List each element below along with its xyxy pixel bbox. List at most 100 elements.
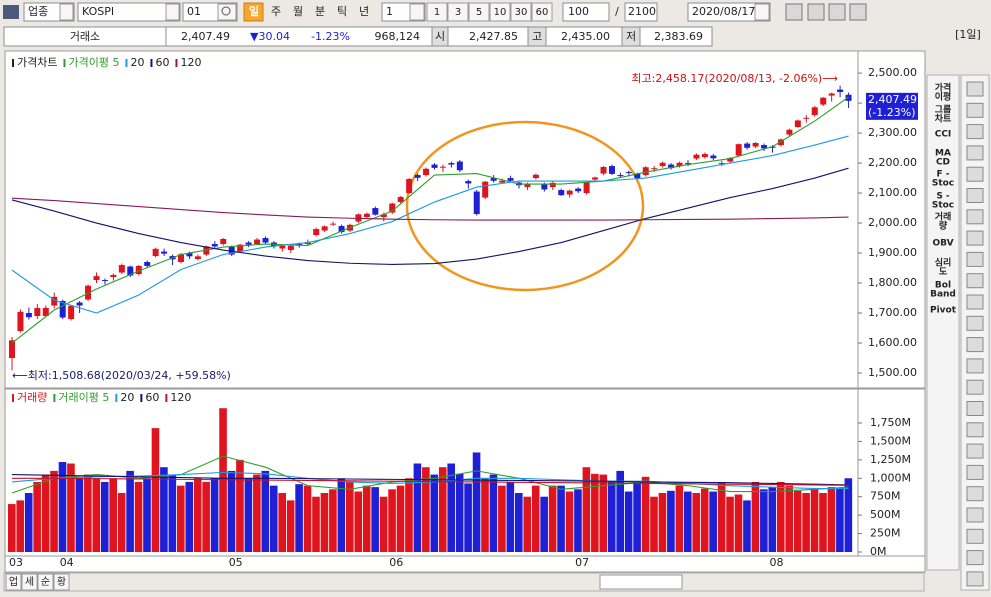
date-select[interactable] <box>687 2 771 22</box>
search-button[interactable] <box>217 3 237 21</box>
indicator-button[interactable]: Pivot <box>930 306 957 316</box>
code-name-select[interactable] <box>77 2 181 22</box>
drawing-tool-icon[interactable] <box>966 102 984 118</box>
dropdown[interactable] <box>754 3 770 21</box>
indicator-button[interactable]: CCI <box>935 130 952 140</box>
period-button[interactable]: 일 <box>249 4 259 18</box>
unit-button[interactable] <box>531 2 553 22</box>
tool-icon[interactable] <box>785 3 803 21</box>
low-label: 저 <box>626 30 636 43</box>
indicator-button[interactable]: 차트 <box>935 113 952 125</box>
legend-label: 120 <box>170 391 191 404</box>
unit-button[interactable] <box>510 2 532 22</box>
tab[interactable] <box>53 573 70 591</box>
candle-body <box>245 242 252 245</box>
volume-bar <box>143 478 151 552</box>
drawing-tool-icon[interactable] <box>966 464 984 480</box>
indicator-button[interactable]: 이평 <box>935 91 952 103</box>
candle-body <box>541 184 548 190</box>
drawing-tool-icon[interactable] <box>966 486 984 502</box>
volume-bar <box>768 487 777 552</box>
dropdown[interactable] <box>409 3 425 21</box>
drawing-tool-icon[interactable] <box>966 358 984 374</box>
drawing-tool-icon[interactable] <box>966 145 984 161</box>
period-button[interactable]: 분 <box>315 5 325 18</box>
indicator-button[interactable]: Stoc <box>932 179 954 189</box>
drawing-tool-icon[interactable] <box>966 507 984 523</box>
candle-body <box>211 244 218 247</box>
drawing-tool-icon[interactable] <box>966 209 984 225</box>
volume-bar <box>760 489 768 552</box>
indicator-button[interactable]: S - <box>936 192 950 202</box>
tool-icon[interactable] <box>849 3 867 21</box>
indicator-button[interactable]: CD <box>936 158 950 168</box>
indicator-button[interactable]: F - <box>936 170 949 180</box>
indicator-button[interactable]: 량 <box>939 220 948 232</box>
volume-bar <box>836 488 844 552</box>
candle-body <box>380 214 387 218</box>
dropdown[interactable] <box>165 3 180 21</box>
unit-button-label: 60 <box>536 7 549 18</box>
period-selected[interactable] <box>243 2 264 22</box>
period-button[interactable]: 월 <box>293 5 303 18</box>
dropdown[interactable] <box>59 3 74 21</box>
tab[interactable] <box>37 573 54 591</box>
tool-icon[interactable] <box>828 3 846 21</box>
candle-body <box>414 175 421 178</box>
info-bar: 거래소 2,407.49 ▼30.04 -1.23% 968,124 시 2,4… <box>3 26 981 47</box>
tab[interactable] <box>5 573 22 591</box>
tab[interactable] <box>21 573 38 591</box>
volume-bar <box>523 496 532 552</box>
count-input[interactable] <box>562 2 610 22</box>
drawing-tool-icon[interactable] <box>966 81 984 97</box>
period-button[interactable]: 년 <box>359 5 369 18</box>
drawing-tool-icon[interactable] <box>966 294 984 310</box>
drawing-tool-icon[interactable] <box>966 273 984 289</box>
volume-bar <box>236 459 244 552</box>
period-button[interactable]: 틱 <box>337 5 347 18</box>
drawing-tool-icon[interactable] <box>966 188 984 203</box>
unit-button[interactable] <box>426 2 448 22</box>
scroll-slider[interactable] <box>599 574 683 590</box>
low-annotation: ⟵최저:1,508.68(2020/03/24, +59.58%) <box>12 369 231 382</box>
candle-body <box>287 245 294 251</box>
x-tick-label: 08 <box>770 556 784 569</box>
drawing-tool-icon[interactable] <box>966 379 984 395</box>
drawing-tool-icon[interactable] <box>966 230 984 246</box>
drawing-tool-icon[interactable] <box>966 550 984 566</box>
drawing-tool-icon[interactable] <box>966 337 984 353</box>
candle-body <box>575 188 582 192</box>
drawing-tool-icon[interactable] <box>966 401 984 416</box>
volume-bar <box>185 481 194 552</box>
volume-bar <box>261 470 270 552</box>
indicator-button[interactable]: 심리 <box>935 257 952 269</box>
drawing-tool-icon[interactable] <box>966 251 984 267</box>
drawing-tool-icon[interactable] <box>966 124 984 140</box>
unit-button[interactable] <box>468 2 490 22</box>
drawing-tool-icon[interactable] <box>966 571 984 587</box>
period[interactable]: [1일] <box>955 27 981 41</box>
indicator-button[interactable]: Band <box>930 290 956 300</box>
indicator-button[interactable]: 그룹 <box>935 104 952 116</box>
unit-button[interactable] <box>489 2 511 22</box>
drawing-tool-icon[interactable] <box>966 443 984 459</box>
indicator-button[interactable]: OBV <box>932 239 953 249</box>
volume-bar <box>253 474 261 552</box>
indicator-button[interactable]: MA <box>935 149 951 159</box>
indicator-button[interactable]: 도 <box>939 267 948 278</box>
indicator-button[interactable]: 거래 <box>935 211 952 223</box>
indicator-button[interactable]: Bol <box>935 281 951 291</box>
drawing-tool-icon[interactable] <box>966 315 984 331</box>
period-button[interactable]: 주 <box>271 5 281 18</box>
volume-bar <box>447 463 455 552</box>
tool-icon[interactable] <box>807 3 825 21</box>
drawing-tool-icon[interactable] <box>966 528 984 544</box>
drawing-tool-icon[interactable] <box>966 422 984 438</box>
unit-button[interactable] <box>447 2 469 22</box>
menu-icon[interactable] <box>3 5 19 19</box>
drawing-tool-icon[interactable] <box>966 166 984 182</box>
candle-body <box>68 305 75 320</box>
candle-body <box>135 265 142 275</box>
indicator-button[interactable]: 가격 <box>935 82 952 94</box>
indicator-button[interactable]: Stoc <box>932 201 954 211</box>
